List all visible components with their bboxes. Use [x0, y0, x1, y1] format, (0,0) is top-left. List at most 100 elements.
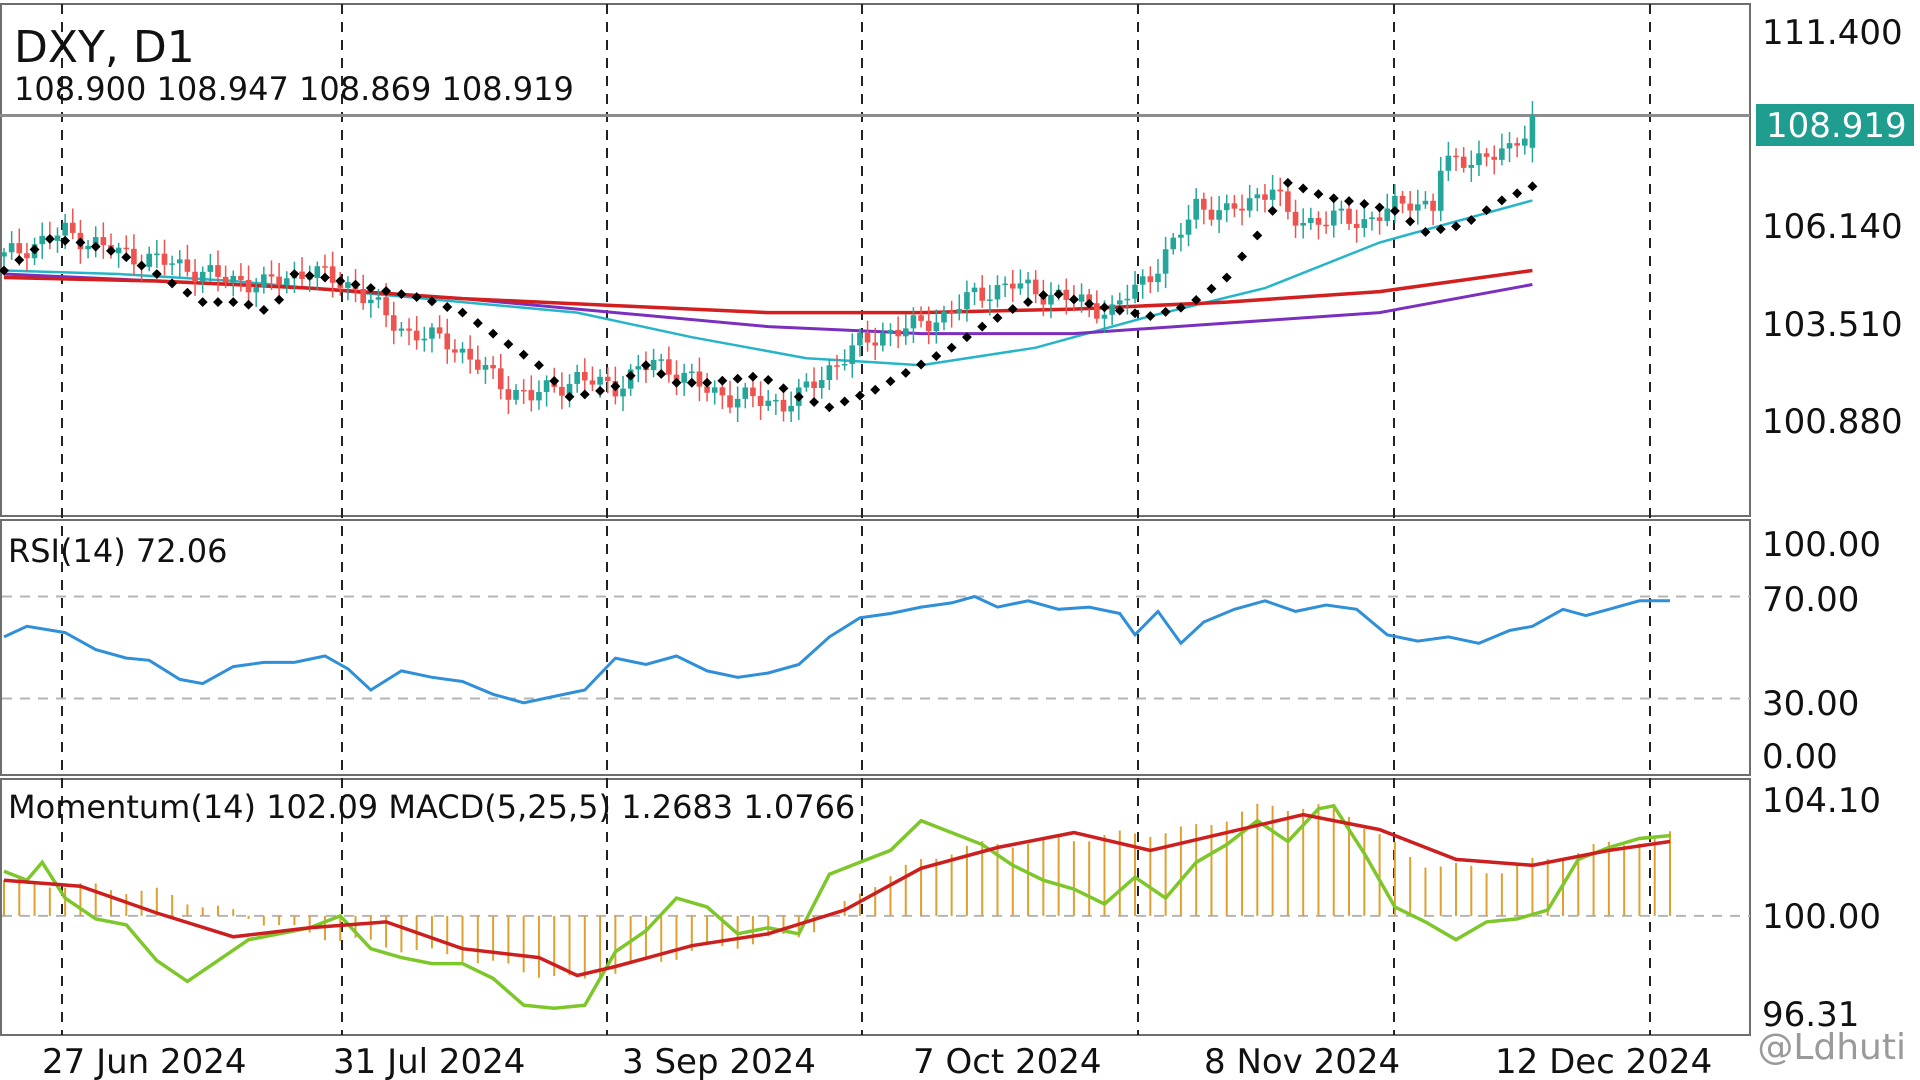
- candle-body: [1506, 143, 1513, 149]
- sar-dot: [518, 349, 529, 360]
- candle-body: [1185, 219, 1192, 235]
- x-label-4: 8 Nov 2024: [1204, 1042, 1400, 1080]
- candle-body: [1422, 200, 1429, 205]
- sar-dot: [1023, 297, 1034, 308]
- sar-dot: [870, 384, 881, 395]
- parabolic-sar: [0, 177, 1538, 413]
- candle-body: [765, 400, 772, 407]
- candle-body: [1231, 203, 1238, 209]
- candle-body: [322, 266, 328, 268]
- candle-body: [979, 287, 986, 301]
- sar-dot: [1435, 224, 1446, 235]
- candle-body: [880, 332, 886, 346]
- mom-tick-0: 104.10: [1762, 781, 1881, 821]
- candle-body: [513, 389, 519, 400]
- sar-dot: [213, 297, 223, 308]
- candle-body: [1308, 217, 1314, 223]
- last-price-tag-text: 108.919: [1766, 106, 1907, 146]
- candle-body: [398, 328, 405, 331]
- sar-dot: [381, 286, 392, 297]
- sar-dot: [14, 255, 25, 265]
- candle-body: [811, 381, 817, 389]
- sar-dot: [243, 299, 254, 310]
- sar-dot: [839, 396, 850, 407]
- y-axis-ticks: 111.400 106.140 103.510 100.880 100.00 7…: [1762, 13, 1903, 1035]
- candle-body: [582, 371, 588, 381]
- candle-body: [1246, 198, 1253, 211]
- candle-body: [238, 275, 244, 280]
- candle-body: [857, 332, 863, 346]
- candle-body: [1445, 155, 1452, 171]
- sar-dot: [1068, 294, 1079, 305]
- momentum-line: [3, 803, 1671, 1010]
- candle-body: [1285, 191, 1291, 212]
- sar-dot: [1512, 188, 1523, 199]
- candle-body: [1132, 284, 1138, 299]
- candle-body: [1430, 200, 1436, 211]
- candle-body: [742, 387, 749, 399]
- candle-body: [8, 243, 15, 253]
- price-pane[interactable]: [0, 101, 1750, 423]
- candle-body: [1453, 155, 1459, 158]
- candle-body: [780, 399, 787, 412]
- candle-body: [62, 222, 68, 236]
- candle-body: [1216, 210, 1222, 220]
- candle-body: [406, 328, 412, 331]
- sar-dot: [549, 376, 560, 386]
- candle-body: [92, 237, 99, 246]
- sar-dot: [1267, 205, 1278, 216]
- price-tick-2: 103.510: [1762, 305, 1903, 345]
- candle-body: [39, 235, 46, 245]
- sar-dot: [457, 307, 468, 318]
- sar-dot: [1527, 181, 1538, 192]
- candle-body: [681, 372, 687, 383]
- candle-body: [161, 253, 168, 265]
- rsi-tick-0: 100.00: [1762, 525, 1881, 565]
- candle-body: [1101, 314, 1108, 319]
- candle-body: [1499, 148, 1505, 160]
- sar-dot: [900, 367, 911, 378]
- sar-dot: [289, 269, 300, 279]
- candle-body: [314, 266, 321, 278]
- x-label-2: 3 Sep 2024: [622, 1042, 816, 1080]
- sar-dot: [702, 377, 713, 388]
- sar-dot: [961, 332, 972, 343]
- sar-dot: [1496, 195, 1507, 206]
- candle-body: [1330, 210, 1337, 226]
- candle-body: [956, 309, 963, 313]
- candle-body: [505, 389, 512, 400]
- sar-dot: [824, 402, 835, 413]
- candle-body: [360, 289, 366, 304]
- candle-body: [1, 252, 7, 257]
- candle-body: [283, 278, 290, 286]
- candle-body: [887, 329, 894, 333]
- candle-body: [734, 398, 741, 408]
- rsi-pane[interactable]: [2, 594, 1750, 705]
- sar-dot: [747, 371, 758, 382]
- candle-body: [918, 315, 924, 321]
- sar-dot: [442, 302, 453, 312]
- sar-dot: [656, 369, 667, 379]
- candle-body: [490, 365, 496, 369]
- candle-body: [1002, 283, 1008, 286]
- candle-body: [925, 320, 932, 332]
- mom-tick-2: 96.31: [1762, 995, 1859, 1035]
- candle-body: [1292, 211, 1299, 226]
- sar-dot: [1389, 205, 1400, 216]
- moving-averages: [3, 199, 1533, 367]
- candle-body: [1201, 198, 1207, 210]
- sar-dot: [1328, 193, 1339, 204]
- candle-body: [1399, 195, 1406, 204]
- price-tick-0: 111.400: [1762, 13, 1903, 53]
- momentum-macd-pane[interactable]: [2, 803, 1750, 1010]
- candle-body: [788, 405, 794, 412]
- candle-body: [24, 253, 30, 259]
- sar-dot: [564, 391, 575, 402]
- rsi-levels: [2, 595, 1750, 700]
- candle-body: [902, 328, 909, 337]
- candle-body: [207, 265, 214, 272]
- sar-dot: [106, 245, 116, 256]
- candle-body: [994, 284, 1001, 300]
- candle-body: [1086, 294, 1092, 304]
- candle-body: [1277, 189, 1284, 192]
